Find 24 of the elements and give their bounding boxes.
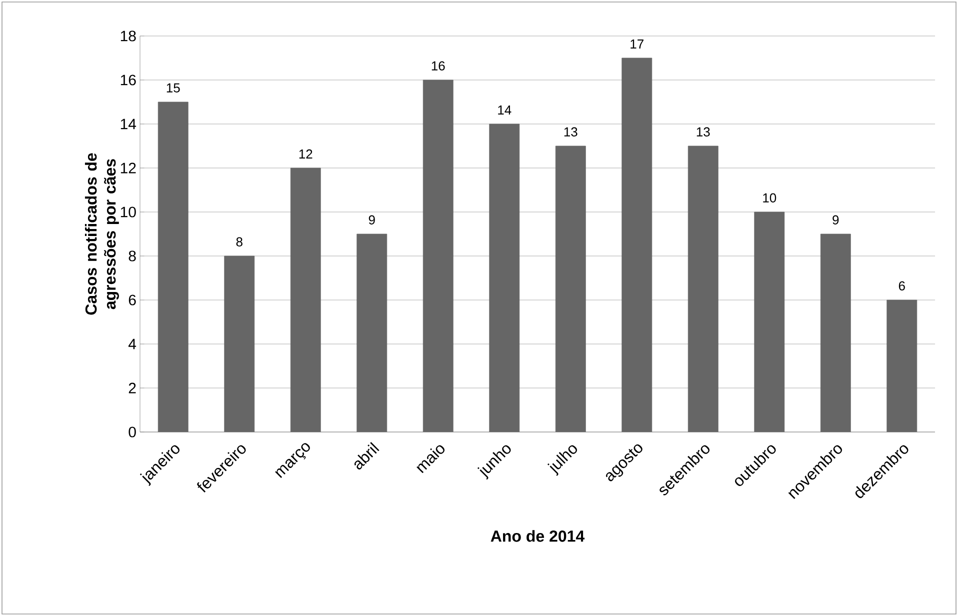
y-tick-label: 10 — [120, 206, 136, 218]
y-tick-label: 12 — [120, 162, 136, 174]
data-label: 8 — [236, 237, 242, 246]
data-label: 15 — [166, 83, 180, 92]
y-tick-label: 8 — [128, 250, 136, 262]
data-label: 9 — [832, 215, 839, 224]
x-axis-title: Ano de 2014 — [490, 530, 585, 542]
y-tick-label: 6 — [128, 294, 136, 306]
data-label: 10 — [763, 193, 776, 202]
y-tick-label: 16 — [120, 74, 136, 86]
data-label: 16 — [432, 61, 445, 70]
data-label: 14 — [498, 106, 512, 114]
y-tick-label: 18 — [120, 30, 136, 42]
data-label: 12 — [299, 149, 312, 158]
y-axis-title: Casos notificados de agressões por cães — [84, 153, 119, 315]
data-label: 13 — [696, 127, 710, 136]
data-label: 9 — [368, 215, 375, 224]
data-label: 6 — [898, 281, 905, 290]
y-tick-label: 0 — [128, 426, 136, 438]
y-tick-label: 2 — [128, 382, 136, 394]
y-tick-label: 4 — [128, 338, 136, 350]
y-tick-label: 14 — [120, 118, 136, 130]
data-label: 17 — [630, 40, 644, 48]
data-label: 13 — [564, 127, 578, 136]
